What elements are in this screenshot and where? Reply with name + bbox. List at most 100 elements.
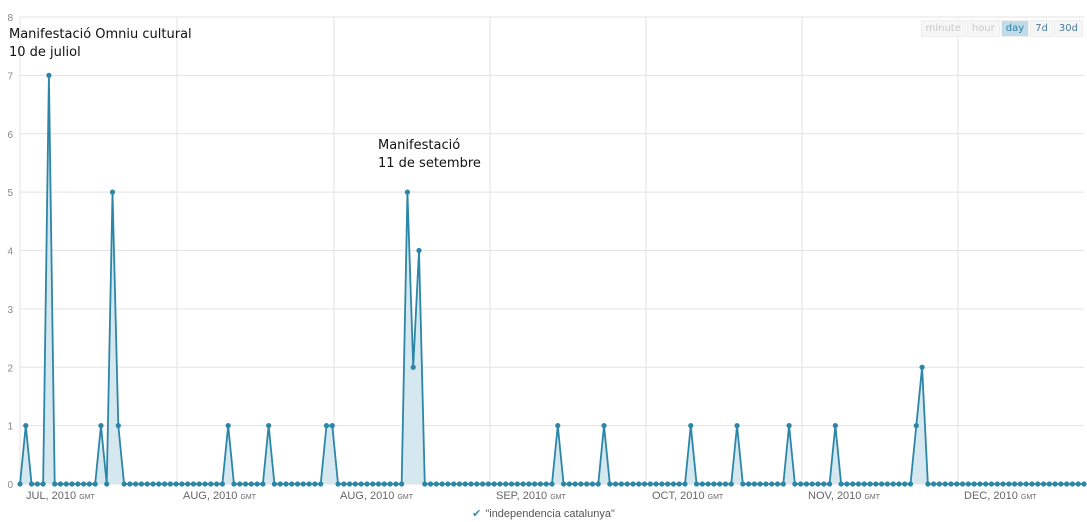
data-point [370, 481, 376, 487]
data-point [208, 481, 214, 487]
data-point [480, 481, 486, 487]
data-point [393, 481, 399, 487]
data-point [826, 481, 833, 487]
data-point [300, 481, 306, 487]
data-point [1040, 481, 1047, 487]
data-point [248, 481, 254, 487]
data-point [104, 481, 110, 487]
x-tick-label: AUG, 2010 GMT [340, 490, 414, 502]
data-point [861, 481, 867, 487]
data-point [1023, 481, 1029, 487]
data-point [1075, 481, 1081, 487]
annotation-omnium-date: 10 de juliol [9, 45, 81, 60]
data-point [746, 481, 752, 487]
data-point [798, 481, 804, 487]
range-minute-button[interactable]: minute [920, 20, 966, 37]
range-day-button[interactable]: day [1000, 20, 1030, 37]
legend-checkbox-icon[interactable]: ✔ [472, 508, 482, 520]
data-point [1052, 481, 1058, 487]
data-point [578, 481, 584, 487]
data-point [179, 481, 185, 487]
data-point [896, 481, 902, 487]
y-tick-label: 6 [7, 130, 13, 141]
data-point [127, 481, 133, 487]
data-point [1012, 481, 1018, 487]
data-point [601, 423, 607, 429]
data-point [884, 481, 890, 487]
data-point [92, 481, 98, 487]
data-point [456, 481, 463, 487]
data-point [318, 481, 324, 487]
data-point [439, 481, 445, 487]
data-point [514, 481, 520, 487]
x-tick-unit: GMT [240, 494, 256, 501]
data-point [948, 481, 954, 487]
data-point [260, 481, 266, 487]
data-point [994, 481, 1000, 487]
data-point [902, 481, 908, 487]
data-point [792, 481, 798, 487]
data-point [532, 481, 538, 487]
data-point [572, 481, 578, 487]
data-point [202, 481, 208, 487]
data-point [717, 481, 723, 487]
data-point [1000, 481, 1006, 487]
y-axis-ticks: 0 1 2 3 4 5 6 7 8 [7, 13, 13, 491]
data-point [289, 481, 295, 487]
y-tick-label: 0 [7, 480, 13, 491]
data-point [670, 481, 677, 487]
data-point [769, 481, 775, 487]
data-point [34, 481, 40, 487]
data-point [815, 481, 821, 487]
range-hour-button[interactable]: hour [966, 20, 1000, 37]
data-point [433, 481, 439, 487]
range-7d-button[interactable]: 7d [1030, 20, 1053, 37]
data-point [520, 481, 526, 487]
data-point [595, 481, 601, 487]
data-point [474, 481, 480, 487]
data-point [780, 481, 786, 487]
data-point [266, 423, 272, 429]
data-point [959, 481, 966, 487]
data-point [40, 481, 46, 487]
data-point [277, 481, 283, 487]
data-point [23, 423, 29, 429]
x-tick-label: JUL, 2010 GMT [26, 490, 95, 502]
data-point [526, 481, 532, 487]
data-point [98, 423, 104, 429]
data-point [115, 423, 121, 429]
y-tick-label: 5 [7, 188, 13, 199]
data-point [138, 481, 145, 487]
x-tick-unit: GMT [397, 494, 413, 501]
data-point [913, 423, 919, 429]
data-point [1046, 481, 1052, 487]
data-point [381, 481, 387, 487]
data-point [613, 481, 619, 487]
data-point [75, 481, 81, 487]
data-point [427, 481, 434, 487]
data-point [699, 481, 705, 487]
annotation-setembre-date: 11 de setembre [378, 156, 481, 171]
legend-label: "independencia catalunya" [485, 508, 615, 520]
data-point [335, 481, 341, 487]
data-point [711, 481, 717, 487]
data-point [728, 481, 734, 487]
x-tick-label: OCT, 2010 GMT [652, 490, 724, 502]
data-point [560, 481, 567, 487]
range-30d-button[interactable]: 30d [1053, 20, 1083, 37]
data-point [161, 481, 168, 487]
data-point [705, 481, 711, 487]
x-tick-unit: GMT [864, 494, 880, 501]
data-point [722, 481, 729, 487]
data-point [844, 481, 850, 487]
data-point [46, 72, 52, 78]
data-point [81, 481, 87, 487]
time-range-selector: minute hour day 7d 30d [920, 20, 1083, 37]
data-point [254, 481, 260, 487]
y-tick-label: 1 [7, 422, 13, 433]
data-point [537, 481, 544, 487]
data-point [173, 481, 179, 487]
data-point [329, 423, 335, 429]
data-point [653, 481, 659, 487]
